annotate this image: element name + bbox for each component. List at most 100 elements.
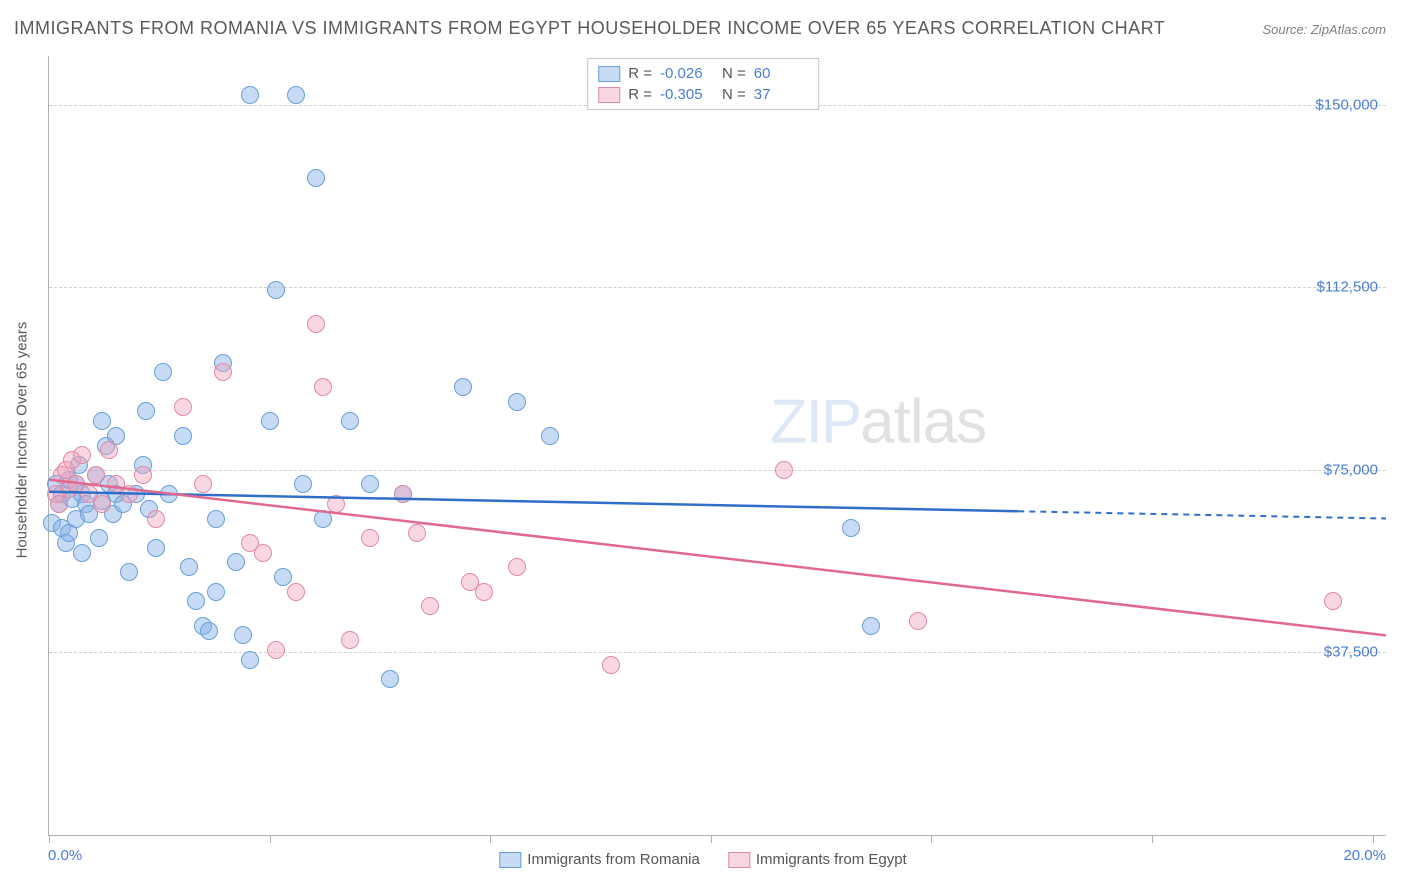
data-point bbox=[187, 592, 205, 610]
x-tick bbox=[931, 835, 932, 843]
legend-r-value-romania: -0.026 bbox=[660, 65, 714, 82]
legend-item-romania: Immigrants from Romania bbox=[499, 851, 700, 868]
data-point bbox=[160, 485, 178, 503]
data-point bbox=[314, 510, 332, 528]
legend-item-egypt: Immigrants from Egypt bbox=[728, 851, 907, 868]
data-point bbox=[87, 466, 105, 484]
data-point bbox=[294, 475, 312, 493]
gridline-h bbox=[49, 287, 1386, 288]
data-point bbox=[90, 529, 108, 547]
data-point bbox=[261, 412, 279, 430]
data-point bbox=[234, 626, 252, 644]
legend-n-value-romania: 60 bbox=[754, 65, 808, 82]
data-point bbox=[207, 583, 225, 601]
data-point bbox=[361, 475, 379, 493]
data-point bbox=[241, 651, 259, 669]
data-point bbox=[100, 441, 118, 459]
y-axis-title: Householder Income Over 65 years bbox=[14, 322, 31, 559]
y-tick-label: $75,000 bbox=[1324, 461, 1378, 478]
x-tick bbox=[711, 835, 712, 843]
data-point bbox=[775, 461, 793, 479]
data-point bbox=[267, 641, 285, 659]
data-point bbox=[408, 524, 426, 542]
legend-r-value-egypt: -0.305 bbox=[660, 86, 714, 103]
data-point bbox=[73, 544, 91, 562]
data-point bbox=[287, 86, 305, 104]
data-point bbox=[227, 553, 245, 571]
data-point bbox=[93, 412, 111, 430]
data-point bbox=[180, 558, 198, 576]
x-axis-min-label: 0.0% bbox=[48, 847, 82, 864]
data-point bbox=[508, 558, 526, 576]
data-point bbox=[475, 583, 493, 601]
data-point bbox=[307, 315, 325, 333]
data-point bbox=[287, 583, 305, 601]
data-point bbox=[134, 466, 152, 484]
data-point bbox=[214, 363, 232, 381]
data-point bbox=[241, 86, 259, 104]
data-point bbox=[194, 475, 212, 493]
data-point bbox=[147, 510, 165, 528]
regression-line bbox=[49, 480, 1386, 636]
data-point bbox=[137, 402, 155, 420]
legend-swatch-egypt bbox=[598, 87, 620, 103]
series-legend: Immigrants from Romania Immigrants from … bbox=[499, 851, 906, 868]
chart-title: IMMIGRANTS FROM ROMANIA VS IMMIGRANTS FR… bbox=[14, 18, 1165, 39]
watermark-atlas: atlas bbox=[860, 388, 986, 457]
x-tick bbox=[1152, 835, 1153, 843]
x-tick bbox=[270, 835, 271, 843]
y-tick-label: $112,500 bbox=[1317, 279, 1378, 296]
data-point bbox=[254, 544, 272, 562]
watermark-zip: ZIP bbox=[770, 388, 860, 457]
data-point bbox=[73, 446, 91, 464]
data-point bbox=[361, 529, 379, 547]
data-point bbox=[120, 485, 138, 503]
watermark: ZIPatlas bbox=[770, 387, 986, 458]
x-tick bbox=[1373, 835, 1374, 843]
data-point bbox=[274, 568, 292, 586]
data-point bbox=[381, 670, 399, 688]
legend-row-romania: R = -0.026 N = 60 bbox=[598, 63, 808, 84]
data-point bbox=[147, 539, 165, 557]
data-point bbox=[174, 427, 192, 445]
x-tick bbox=[49, 835, 50, 843]
data-point bbox=[341, 412, 359, 430]
plot-area: ZIPatlas $37,500 $75,000 $112,500 $150,000 bbox=[48, 56, 1386, 836]
data-point bbox=[862, 617, 880, 635]
regression-line bbox=[49, 492, 1018, 511]
legend-label-egypt: Immigrants from Egypt bbox=[756, 851, 907, 868]
legend-row-egypt: R = -0.305 N = 37 bbox=[598, 84, 808, 105]
data-point bbox=[120, 563, 138, 581]
data-point bbox=[508, 393, 526, 411]
data-point bbox=[314, 378, 332, 396]
correlation-legend: R = -0.026 N = 60 R = -0.305 N = 37 bbox=[587, 58, 819, 110]
legend-label-romania: Immigrants from Romania bbox=[527, 851, 700, 868]
data-point bbox=[909, 612, 927, 630]
data-point bbox=[454, 378, 472, 396]
data-point bbox=[842, 519, 860, 537]
regression-line-dashed bbox=[1018, 511, 1386, 518]
legend-n-value-egypt: 37 bbox=[754, 86, 808, 103]
x-axis-max-label: 20.0% bbox=[1343, 847, 1386, 864]
data-point bbox=[154, 363, 172, 381]
data-point bbox=[200, 622, 218, 640]
regression-lines bbox=[49, 56, 1386, 835]
x-tick bbox=[490, 835, 491, 843]
data-point bbox=[394, 485, 412, 503]
data-point bbox=[307, 169, 325, 187]
data-point bbox=[174, 398, 192, 416]
data-point bbox=[207, 510, 225, 528]
data-point bbox=[327, 495, 345, 513]
legend-swatch-egypt bbox=[728, 852, 750, 868]
legend-n-label: N = bbox=[722, 65, 746, 82]
data-point bbox=[341, 631, 359, 649]
legend-r-label: R = bbox=[628, 65, 652, 82]
y-tick-label: $150,000 bbox=[1315, 96, 1378, 113]
data-point bbox=[1324, 592, 1342, 610]
y-tick-label: $37,500 bbox=[1324, 644, 1378, 661]
data-point bbox=[267, 281, 285, 299]
legend-n-label: N = bbox=[722, 86, 746, 103]
legend-swatch-romania bbox=[499, 852, 521, 868]
data-point bbox=[602, 656, 620, 674]
data-point bbox=[541, 427, 559, 445]
